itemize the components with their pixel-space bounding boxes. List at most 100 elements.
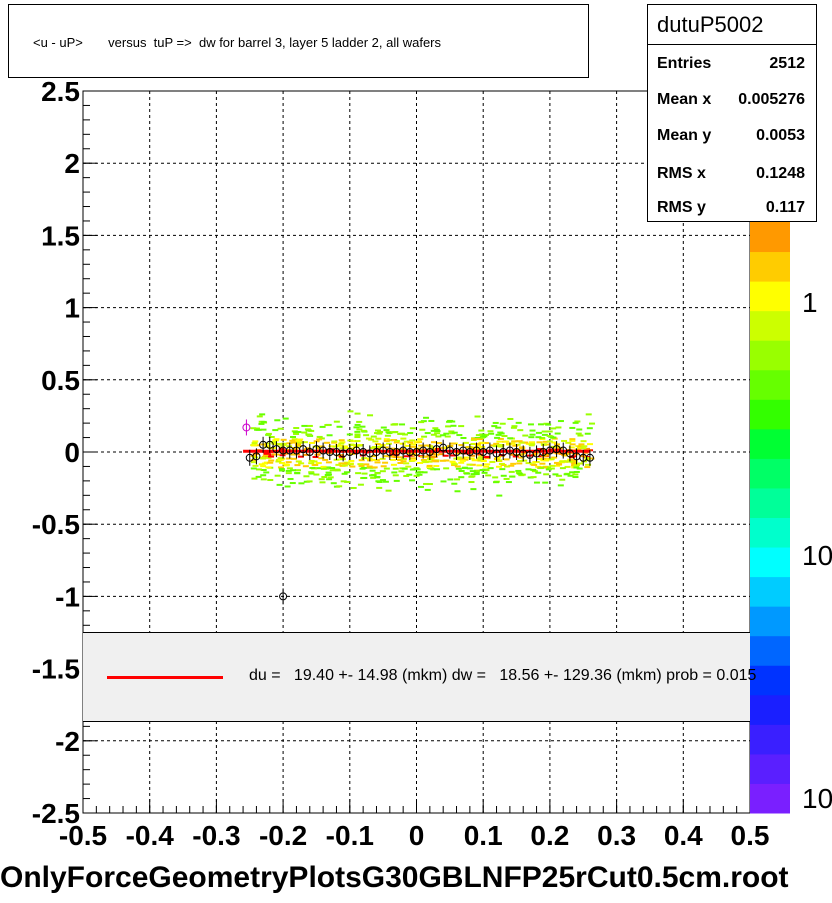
density-cell	[400, 458, 407, 461]
density-cell	[545, 468, 552, 471]
density-cell	[316, 438, 323, 441]
color-scale-step	[750, 753, 790, 784]
density-cell	[519, 447, 526, 450]
density-cell	[539, 438, 546, 441]
density-cell	[426, 460, 433, 463]
density-cell	[356, 444, 363, 447]
density-cell	[407, 441, 414, 444]
density-cell	[273, 438, 280, 441]
density-cell	[564, 452, 571, 455]
density-cell	[349, 465, 356, 468]
density-cell	[272, 429, 279, 432]
density-cell	[398, 470, 405, 473]
density-cell	[446, 420, 453, 423]
density-cell	[313, 473, 320, 476]
density-cell	[356, 420, 363, 423]
density-cell	[583, 447, 590, 450]
density-cell	[338, 456, 345, 459]
density-cell	[554, 445, 561, 448]
density-cell	[376, 486, 383, 489]
density-cell	[450, 454, 457, 457]
density-cell	[255, 475, 262, 478]
density-cell	[338, 462, 345, 465]
density-cell	[476, 464, 483, 467]
density-cell	[315, 467, 322, 470]
density-cell	[461, 466, 468, 469]
density-cell	[474, 443, 481, 446]
density-cell	[354, 423, 361, 426]
density-cell	[449, 442, 456, 445]
density-cell	[251, 442, 258, 445]
density-cell	[572, 453, 579, 456]
density-cell	[359, 467, 366, 470]
density-cell	[371, 446, 378, 449]
density-cell	[521, 452, 528, 455]
density-cell	[449, 460, 456, 463]
density-cell	[409, 468, 416, 471]
data-point	[299, 445, 308, 454]
density-cell	[260, 478, 267, 481]
density-cell	[492, 445, 499, 448]
density-cell	[478, 454, 485, 457]
density-cell	[400, 437, 407, 440]
density-cell	[484, 457, 491, 460]
density-cell	[451, 482, 458, 485]
density-cell	[512, 444, 519, 447]
density-cell	[463, 456, 470, 459]
density-cell	[274, 419, 281, 422]
x-tick-label: -0.4	[126, 820, 175, 851]
density-cell	[529, 429, 536, 432]
stats-value: 0.005276	[738, 91, 805, 108]
density-cell	[512, 455, 519, 458]
density-cell	[308, 472, 315, 475]
density-cell	[331, 441, 338, 444]
density-cell	[387, 439, 394, 442]
color-scale-step	[750, 635, 790, 666]
density-cell	[341, 472, 348, 475]
density-cell	[525, 468, 532, 471]
density-cell	[580, 440, 587, 443]
density-cell	[511, 440, 518, 443]
color-scale: 1 10 10	[750, 222, 832, 814]
x-tick-label: 0.4	[664, 820, 703, 851]
density-cell	[321, 476, 328, 479]
density-cell	[516, 459, 523, 462]
density-cell	[371, 455, 378, 458]
density-cell	[440, 480, 447, 483]
density-cell	[550, 427, 557, 430]
y-tick-label: -2	[55, 726, 80, 757]
density-cell	[289, 469, 296, 472]
density-cell	[510, 426, 517, 429]
density-cell	[268, 455, 275, 458]
density-cell	[326, 478, 333, 481]
y-tick-label: 1.5	[41, 220, 80, 251]
density-cell	[548, 448, 555, 451]
axes: -0.5 -0.4 -0.3 -0.2 -0.1 0 0.1 0.2 0.3 0.4 0.5 -2.5…	[32, 76, 770, 851]
density-cell	[505, 443, 512, 446]
density-cell	[305, 448, 312, 451]
density-cell	[258, 422, 265, 425]
density-cell	[433, 428, 440, 431]
density-cell	[262, 454, 269, 457]
stats-value: 0.0053	[756, 127, 805, 144]
density-cell	[292, 431, 299, 434]
density-cell	[316, 435, 323, 438]
density-cell	[392, 467, 399, 470]
density-cell	[442, 454, 449, 457]
density-cell	[555, 426, 562, 429]
density-cell	[250, 454, 257, 457]
density-cell	[470, 437, 477, 440]
density-cell	[403, 455, 410, 458]
density-cell	[361, 472, 368, 475]
density-cell	[312, 463, 319, 466]
density-cell	[397, 461, 404, 464]
density-cell	[468, 457, 475, 460]
density-cell	[444, 435, 451, 438]
density-cell	[577, 434, 584, 437]
density-cell	[528, 444, 535, 447]
density-cell	[275, 442, 282, 445]
density-cell	[405, 465, 412, 468]
density-cell	[426, 464, 433, 467]
density-cell	[348, 459, 355, 462]
density-cell	[559, 460, 566, 463]
